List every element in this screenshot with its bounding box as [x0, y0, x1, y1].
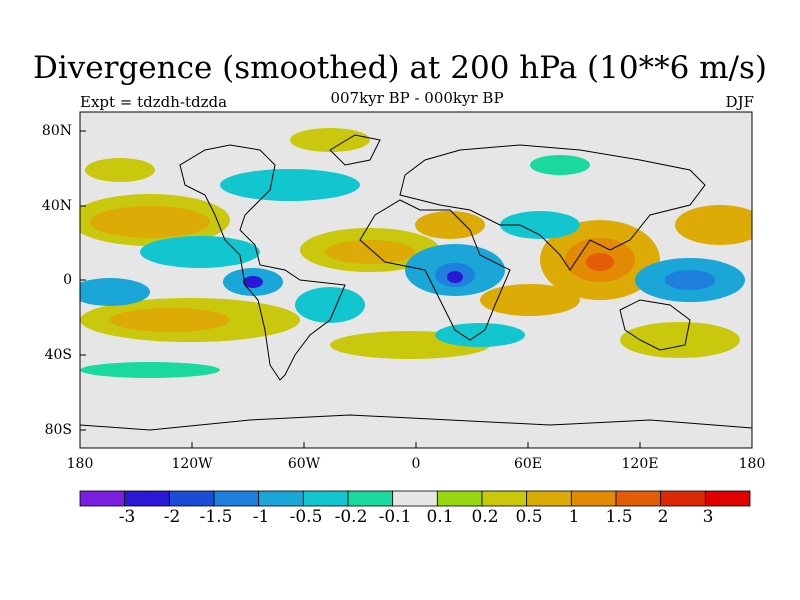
contour-region — [243, 276, 263, 288]
colorbar-label: -0.5 — [289, 507, 323, 527]
contour-region — [325, 240, 415, 264]
colorbar-swatch — [615, 490, 662, 507]
contour-region — [90, 206, 210, 238]
colorbar-label: 2 — [657, 507, 669, 527]
colorbar-swatch — [213, 490, 260, 507]
contour-region — [530, 155, 590, 175]
contour-region — [620, 322, 740, 358]
colorbar-label: -3 — [118, 507, 136, 527]
colorbar-swatch — [660, 490, 706, 507]
season-label: DJF — [725, 93, 754, 111]
colorbar-label: 0.2 — [471, 507, 499, 527]
colorbar-label: 3 — [702, 507, 714, 527]
contour-region — [220, 169, 360, 201]
colorbar-label: 1.5 — [605, 507, 633, 527]
colorbar-swatch — [347, 490, 394, 507]
colorbar-swatch — [79, 490, 126, 507]
colorbar-swatch — [570, 490, 617, 507]
colorbar-swatch — [124, 490, 170, 507]
colorbar-label: 0.1 — [426, 507, 454, 527]
lon-tick-label: 180 — [738, 456, 766, 472]
colorbar-swatch — [436, 490, 483, 507]
americas-coastline — [179, 144, 346, 381]
contour-region — [80, 278, 150, 306]
lon-tick-label: 60E — [513, 456, 543, 472]
colorbar — [79, 490, 751, 507]
contour-region — [435, 323, 525, 347]
lon-tick-label: 60W — [287, 456, 321, 472]
eurasia-coastline — [399, 144, 706, 271]
contour-region — [295, 287, 365, 323]
australia-coastline — [619, 299, 691, 351]
experiment-label: Expt = tdzdh-tdzda — [80, 93, 228, 111]
lat-tick-label: 80S — [44, 422, 72, 438]
colorbar-label: 0.5 — [515, 507, 543, 527]
contour-region — [480, 284, 580, 316]
colorbar-swatch — [704, 490, 751, 507]
contour-region — [447, 271, 463, 283]
divergence-field — [80, 128, 752, 378]
lon-tick-label: 0 — [411, 456, 421, 472]
greenland-coastline — [329, 134, 381, 166]
contour-region — [80, 362, 220, 378]
africa-coastline — [359, 199, 511, 341]
colorbar-swatch — [392, 490, 438, 507]
colorbar-label: -1 — [252, 507, 270, 527]
colorbar-swatch — [526, 490, 572, 507]
contour-region — [586, 253, 614, 271]
lat-tick-label: 80N — [41, 123, 72, 139]
coastlines — [80, 134, 752, 431]
chart-subtitle: 007kyr BP - 000kyr BP — [330, 89, 504, 107]
lon-tick-label: 180 — [66, 456, 94, 472]
colorbar-swatch — [481, 490, 528, 507]
contour-region — [140, 236, 260, 268]
contour-region — [290, 128, 370, 152]
contour-region — [415, 211, 485, 239]
colorbar-swatch — [258, 490, 304, 507]
colorbar-label: -0.1 — [378, 507, 412, 527]
contour-region — [675, 205, 752, 245]
colorbar-label: -2 — [163, 507, 181, 527]
contour-region — [85, 158, 155, 182]
lon-tick-label: 120W — [171, 456, 213, 472]
colorbar-swatch — [302, 490, 349, 507]
chart-title: Divergence (smoothed) at 200 hPa (10**6 … — [33, 50, 767, 86]
antarctica-coastline — [80, 414, 752, 431]
lon-tick-label: 120E — [621, 456, 659, 472]
contour-region — [665, 270, 715, 290]
axis-ticks — [79, 130, 753, 448]
contour-region — [110, 308, 230, 332]
contour-region — [500, 211, 580, 239]
colorbar-label: -1.5 — [199, 507, 233, 527]
colorbar-label: 1 — [568, 507, 580, 527]
lat-tick-label: 0 — [63, 272, 72, 288]
colorbar-swatch — [168, 490, 215, 507]
colorbar-label: -0.2 — [334, 507, 368, 527]
lat-tick-label: 40N — [41, 198, 72, 214]
lat-tick-label: 40S — [44, 347, 72, 363]
